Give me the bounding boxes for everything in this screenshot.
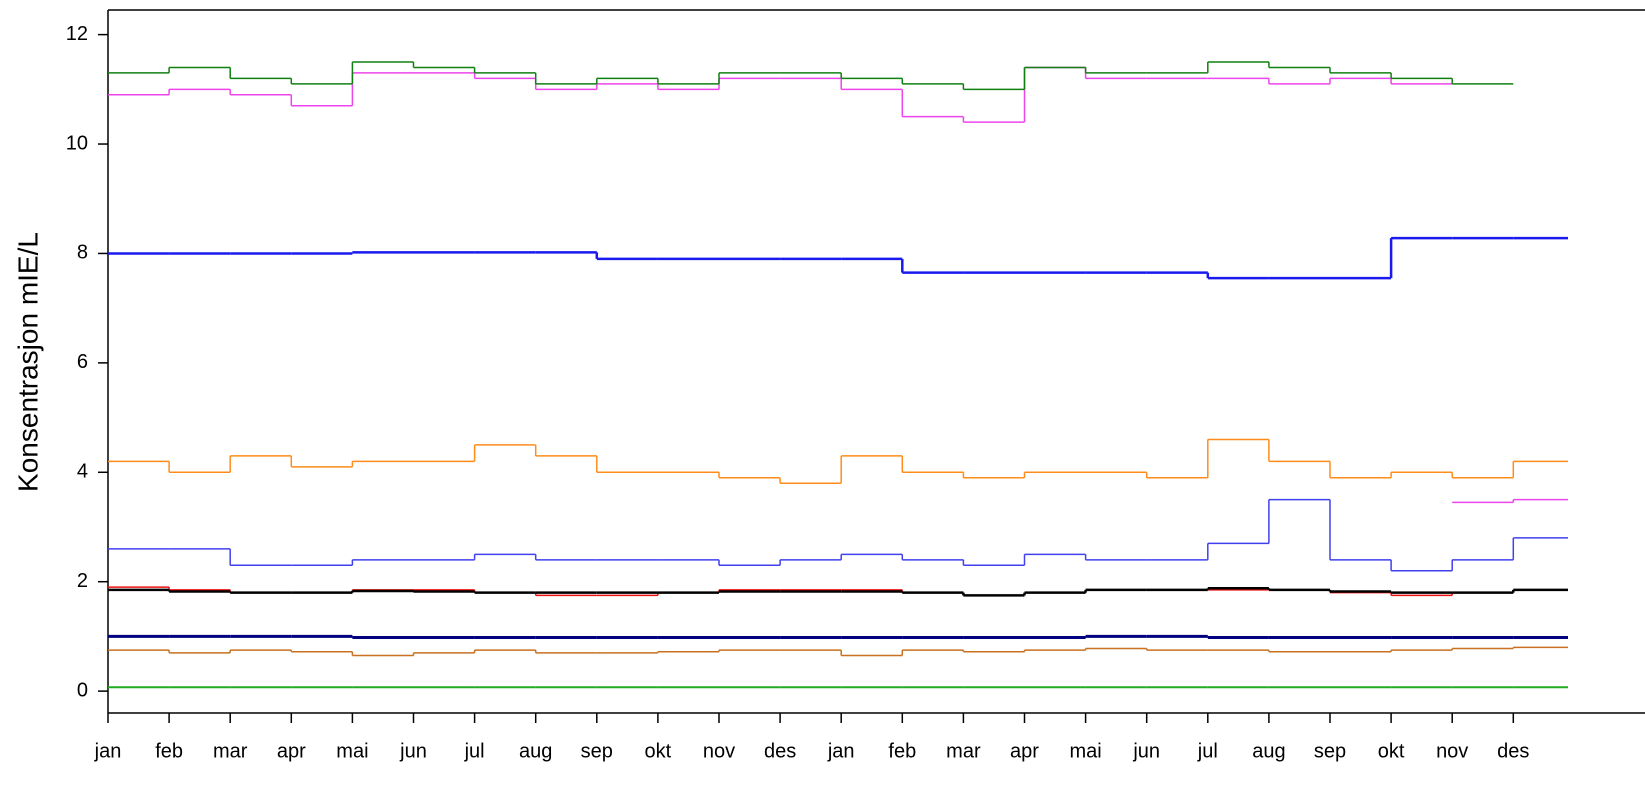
x-tick-label: jan [94,740,122,762]
x-tick-label: sep [1314,740,1346,762]
y-tick-label: 10 [66,132,88,154]
x-tick-label: aug [519,740,552,762]
y-axis-label: Konsentrasjon mIE/L [12,232,43,492]
x-tick-label: jul [1197,740,1218,762]
y-tick-label: 8 [77,242,88,264]
y-tick-label: 6 [77,351,88,373]
x-tick-label: mar [213,740,248,762]
x-tick-label: sep [581,740,613,762]
x-tick-label: nov [703,740,735,762]
x-tick-label: jun [1132,740,1160,762]
x-tick-label: feb [155,740,183,762]
plot-area [108,61,1568,689]
x-tick-label: apr [1010,740,1039,762]
y-tick-label: 4 [77,461,88,483]
x-tick-label: feb [888,740,916,762]
x-tick-label: mai [1069,740,1101,762]
y-tick-label: 0 [77,679,88,701]
x-tick-label: nov [1436,740,1468,762]
x-tick-label: okt [1378,740,1405,762]
x-tick-label: jun [399,740,427,762]
x-tick-label: jan [827,740,855,762]
x-tick-label: aug [1252,740,1285,762]
x-tick-label: mai [336,740,368,762]
x-tick-label: apr [277,740,306,762]
y-tick-label: 12 [66,23,88,45]
x-tick-label: jul [464,740,485,762]
x-tick-label: mar [946,740,981,762]
y-tick-label: 2 [77,570,88,592]
x-tick-label: des [1497,740,1529,762]
x-tick-label: des [764,740,796,762]
x-tick-label: okt [645,740,672,762]
